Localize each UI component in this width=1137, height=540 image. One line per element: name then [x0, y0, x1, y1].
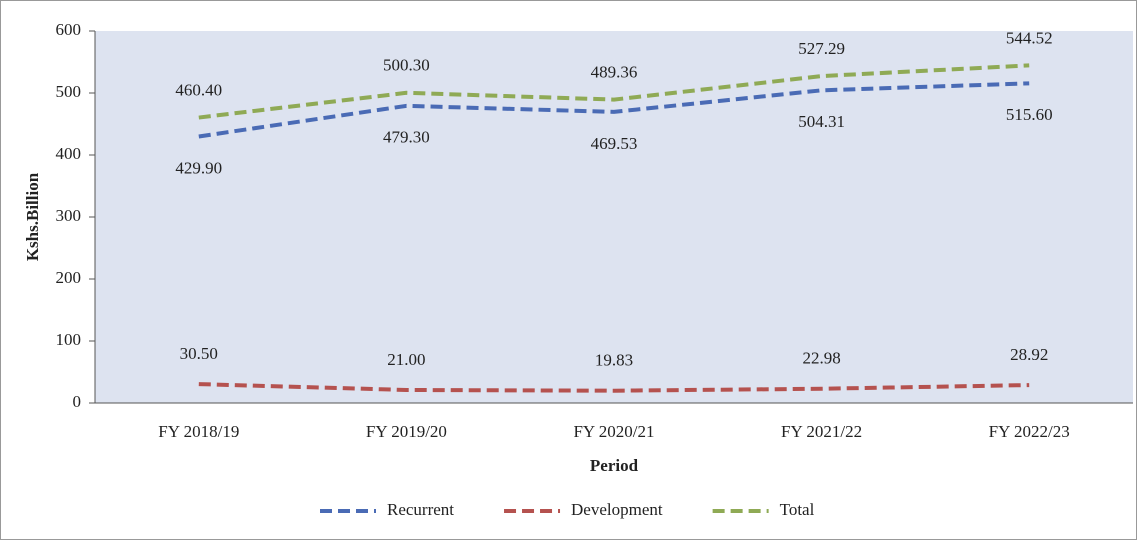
data-label: 429.90 [175, 158, 222, 177]
legend-label: Development [571, 500, 663, 519]
data-label: 19.83 [595, 351, 633, 370]
data-label: 22.98 [802, 349, 840, 368]
data-label: 544.52 [1006, 28, 1053, 47]
data-label: 504.31 [798, 112, 845, 131]
x-tick-label: FY 2020/21 [573, 422, 654, 441]
y-tick-label: 200 [56, 268, 82, 287]
y-tick-label: 100 [56, 330, 82, 349]
x-tick-label: FY 2018/19 [158, 422, 239, 441]
series-line [198, 63, 1030, 120]
y-tick-label: 300 [56, 206, 82, 225]
series-line [198, 81, 1030, 139]
x-tick-label: FY 2019/20 [366, 422, 447, 441]
data-label: 527.29 [798, 39, 845, 58]
data-label: 489.36 [591, 63, 638, 82]
data-label: 500.30 [383, 56, 430, 75]
data-label: 469.53 [591, 134, 638, 153]
data-label: 460.40 [175, 80, 222, 99]
data-label: 515.60 [1006, 105, 1053, 124]
legend-label: Total [780, 500, 815, 519]
series-line [198, 382, 1030, 393]
y-tick-label: 400 [56, 144, 82, 163]
legend-label: Recurrent [387, 500, 454, 519]
plot-area [95, 31, 1133, 403]
y-axis-label: Kshs.Billion [23, 172, 42, 261]
y-tick-label: 0 [73, 392, 82, 411]
x-tick-label: FY 2022/23 [989, 422, 1070, 441]
x-axis-label: Period [590, 456, 639, 475]
y-tick-label: 600 [56, 20, 82, 39]
data-label: 21.00 [387, 350, 425, 369]
data-label: 30.50 [180, 344, 218, 363]
y-tick-label: 500 [56, 82, 82, 101]
data-label: 28.92 [1010, 345, 1048, 364]
data-label: 479.30 [383, 128, 430, 147]
x-tick-label: FY 2021/22 [781, 422, 862, 441]
